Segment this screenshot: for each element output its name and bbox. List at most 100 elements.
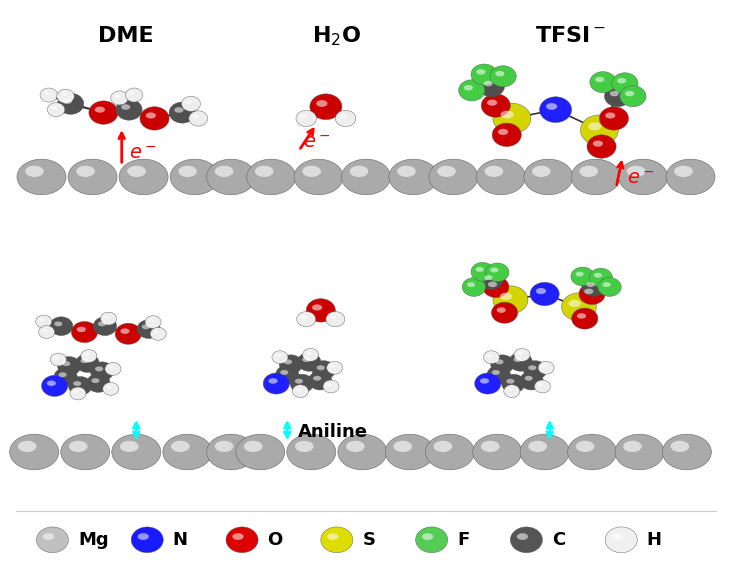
Ellipse shape xyxy=(482,276,509,298)
Ellipse shape xyxy=(529,365,537,370)
Text: H: H xyxy=(647,531,662,549)
Ellipse shape xyxy=(81,350,97,362)
Text: DME: DME xyxy=(97,26,153,46)
Text: H$_2$O: H$_2$O xyxy=(313,24,362,48)
Ellipse shape xyxy=(462,278,485,296)
Ellipse shape xyxy=(111,91,128,105)
Ellipse shape xyxy=(602,282,610,287)
Ellipse shape xyxy=(206,434,255,470)
Ellipse shape xyxy=(422,533,433,540)
Ellipse shape xyxy=(615,434,664,470)
Ellipse shape xyxy=(589,268,613,287)
Ellipse shape xyxy=(247,159,296,195)
Ellipse shape xyxy=(296,388,301,391)
Ellipse shape xyxy=(10,434,59,470)
Ellipse shape xyxy=(295,441,313,452)
Ellipse shape xyxy=(323,380,339,393)
Ellipse shape xyxy=(73,390,79,393)
Ellipse shape xyxy=(127,166,146,177)
Ellipse shape xyxy=(579,283,605,305)
Ellipse shape xyxy=(327,533,338,540)
Ellipse shape xyxy=(296,312,315,327)
Ellipse shape xyxy=(619,159,668,195)
Ellipse shape xyxy=(321,527,353,553)
Text: Aniline: Aniline xyxy=(298,423,368,442)
Ellipse shape xyxy=(484,81,493,86)
Text: N: N xyxy=(173,531,187,549)
Ellipse shape xyxy=(62,361,70,366)
Ellipse shape xyxy=(598,278,621,296)
Ellipse shape xyxy=(485,263,509,282)
Ellipse shape xyxy=(76,166,95,177)
Ellipse shape xyxy=(473,434,522,470)
Ellipse shape xyxy=(579,166,598,177)
Ellipse shape xyxy=(612,533,623,540)
Ellipse shape xyxy=(487,99,497,106)
Ellipse shape xyxy=(532,166,550,177)
Ellipse shape xyxy=(326,383,332,386)
Ellipse shape xyxy=(674,166,692,177)
Ellipse shape xyxy=(182,96,201,111)
Ellipse shape xyxy=(561,293,597,321)
Ellipse shape xyxy=(106,386,111,389)
Ellipse shape xyxy=(501,111,514,119)
Ellipse shape xyxy=(575,272,583,276)
Ellipse shape xyxy=(185,100,192,104)
Ellipse shape xyxy=(255,166,274,177)
Ellipse shape xyxy=(490,66,516,87)
Ellipse shape xyxy=(51,353,67,366)
Ellipse shape xyxy=(57,89,75,103)
Ellipse shape xyxy=(588,122,601,131)
Ellipse shape xyxy=(61,434,110,470)
Ellipse shape xyxy=(485,275,493,280)
Ellipse shape xyxy=(17,159,66,195)
Ellipse shape xyxy=(520,434,569,470)
Ellipse shape xyxy=(95,366,103,372)
Ellipse shape xyxy=(90,362,113,380)
Ellipse shape xyxy=(116,99,142,120)
Ellipse shape xyxy=(121,104,130,110)
Ellipse shape xyxy=(416,527,448,553)
Ellipse shape xyxy=(492,123,521,146)
Text: $e^-$: $e^-$ xyxy=(129,145,157,163)
Ellipse shape xyxy=(326,361,343,374)
Ellipse shape xyxy=(538,361,554,374)
Ellipse shape xyxy=(342,159,390,195)
Ellipse shape xyxy=(70,387,86,400)
Ellipse shape xyxy=(467,282,475,287)
Ellipse shape xyxy=(42,533,54,540)
Ellipse shape xyxy=(115,323,141,345)
Ellipse shape xyxy=(498,129,508,135)
Ellipse shape xyxy=(389,159,438,195)
Ellipse shape xyxy=(50,317,73,336)
Ellipse shape xyxy=(539,97,572,122)
Ellipse shape xyxy=(306,299,335,322)
Ellipse shape xyxy=(137,320,160,339)
Ellipse shape xyxy=(232,533,244,540)
Ellipse shape xyxy=(326,312,345,327)
Text: F: F xyxy=(458,531,469,549)
Ellipse shape xyxy=(501,374,525,393)
Ellipse shape xyxy=(493,286,528,314)
Ellipse shape xyxy=(580,115,619,145)
Ellipse shape xyxy=(51,106,57,110)
Ellipse shape xyxy=(529,441,547,452)
Ellipse shape xyxy=(617,78,626,83)
Ellipse shape xyxy=(536,288,546,294)
Ellipse shape xyxy=(487,365,510,384)
Ellipse shape xyxy=(625,91,634,96)
Ellipse shape xyxy=(433,441,452,452)
Ellipse shape xyxy=(572,308,598,329)
Ellipse shape xyxy=(73,381,81,386)
Ellipse shape xyxy=(275,354,281,358)
Ellipse shape xyxy=(586,282,594,287)
Ellipse shape xyxy=(312,360,335,379)
Ellipse shape xyxy=(329,315,336,319)
Ellipse shape xyxy=(571,267,594,286)
Ellipse shape xyxy=(593,141,603,146)
Ellipse shape xyxy=(18,441,37,452)
Ellipse shape xyxy=(37,527,69,553)
Ellipse shape xyxy=(490,268,498,272)
Ellipse shape xyxy=(393,441,412,452)
Ellipse shape xyxy=(54,368,78,386)
